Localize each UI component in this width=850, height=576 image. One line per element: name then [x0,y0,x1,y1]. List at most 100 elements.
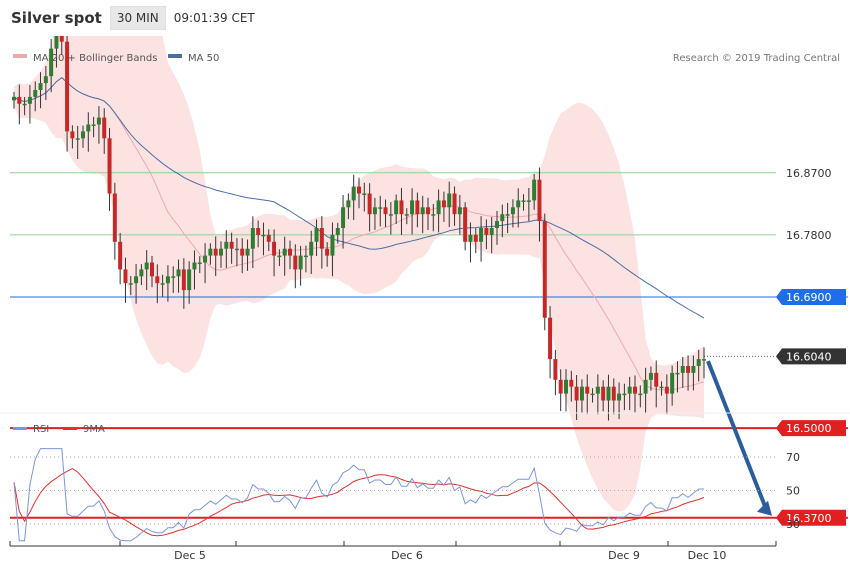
candle-body [293,255,298,270]
candle-body [139,269,144,277]
chart-header: Silver spot 30 MIN 09:01:39 CET [0,0,850,36]
candle-body [144,262,149,270]
candle-body [702,359,706,361]
rsi-legend: RSI 9MA [13,424,105,435]
candle-body [38,83,43,90]
candle-body [309,241,314,256]
candle-body [234,248,239,251]
candle-body [601,386,606,401]
legend-ma20: MA 20 + Bollinger Bands [33,53,157,64]
candle-body [49,48,54,77]
candle-body [569,379,574,387]
candle-body [659,386,664,389]
candle-body [229,241,234,249]
candle-body [367,193,372,215]
candle-body [426,207,430,215]
candle-body [495,221,499,228]
x-tick-label: Dec 9 [608,549,640,562]
candle-body [463,207,468,242]
candle-body [670,372,675,394]
candle-body [441,200,446,208]
level-label: 16.3700 [786,512,832,525]
level-label: 16.7800 [786,229,832,242]
candle-body [436,200,441,215]
candle-body [505,214,510,216]
timestamp: 09:01:39 CET [173,11,255,25]
candle-body [303,255,308,258]
candle-body [319,228,324,249]
candle-body [617,393,622,401]
rsi-grid: 70 50 30 [10,451,800,531]
candle-body [165,276,170,284]
main-legend: MA 20 + Bollinger Bands MA 50 Research ©… [13,53,840,64]
candle-body [548,317,553,360]
candle-body [484,228,489,235]
level-label: 16.8700 [786,167,832,180]
candle-body [452,193,457,215]
candle-body [282,248,287,256]
legend-swatch-rsi-ma [63,427,77,430]
forecast-arrow-group [706,360,772,516]
candle-body [81,131,85,139]
rsi-tick-label: 30 [786,518,800,531]
level-badge [776,420,846,437]
level-badge [776,348,846,365]
candle-body [500,214,505,222]
candle-body [691,366,696,373]
candle-body [595,386,600,394]
legend-rsi: RSI [33,424,49,435]
candle-body [256,228,261,235]
candle-body [627,386,632,394]
candle-body [680,366,685,373]
candle-body [277,255,282,258]
candle-body [155,276,160,284]
candle-body [272,241,277,256]
candle-body [643,379,648,394]
timeframe-button[interactable]: 30 MIN [109,6,166,30]
candle-body [341,207,346,228]
candle-body [176,269,181,277]
candle-body [415,200,420,215]
candle-body [219,248,223,256]
legend-swatch-rsi [13,427,27,430]
candle-body [553,359,558,380]
level-badge [776,509,846,526]
candle-body [33,90,38,97]
credit-text: Research © 2019 Trading Central [673,53,840,64]
candle-body [537,179,542,222]
candle-body [664,386,669,394]
candle-body [70,131,75,139]
candle-body [240,248,245,256]
candle-body [54,36,59,49]
candle-body [686,366,691,373]
candle-body [558,379,563,394]
candle-body [250,228,255,249]
rsi-ma-line [13,468,705,537]
bollinger-band [14,36,704,512]
ma50-line [13,76,705,319]
candle-body [59,36,64,42]
rsi-line [13,448,704,542]
candle-body [86,124,91,132]
candle-body [590,393,595,396]
rsi-tick-label: 50 [786,485,800,498]
candle-body [574,386,579,401]
candle-body [245,248,250,256]
forecast-arrow-head [757,500,772,516]
candle-body [181,269,186,291]
candles-group [12,36,706,421]
candle-body [473,234,478,242]
price-labels-group: 16.8700 16.7800 16.6900 16.6040 16.5000 16.37… [776,167,846,526]
candle-body [65,41,70,132]
legend-swatch-ma20 [13,54,27,58]
x-tick-label: Dec 5 [174,549,206,562]
candle-body [542,221,547,318]
candle-body [187,269,192,291]
candle-body [171,276,176,278]
candle-body [128,283,133,285]
candle-body [516,200,521,208]
candle-body [17,96,22,104]
moving-averages [13,76,705,391]
candle-body [150,262,154,277]
x-tick-label: Dec 10 [688,549,727,562]
